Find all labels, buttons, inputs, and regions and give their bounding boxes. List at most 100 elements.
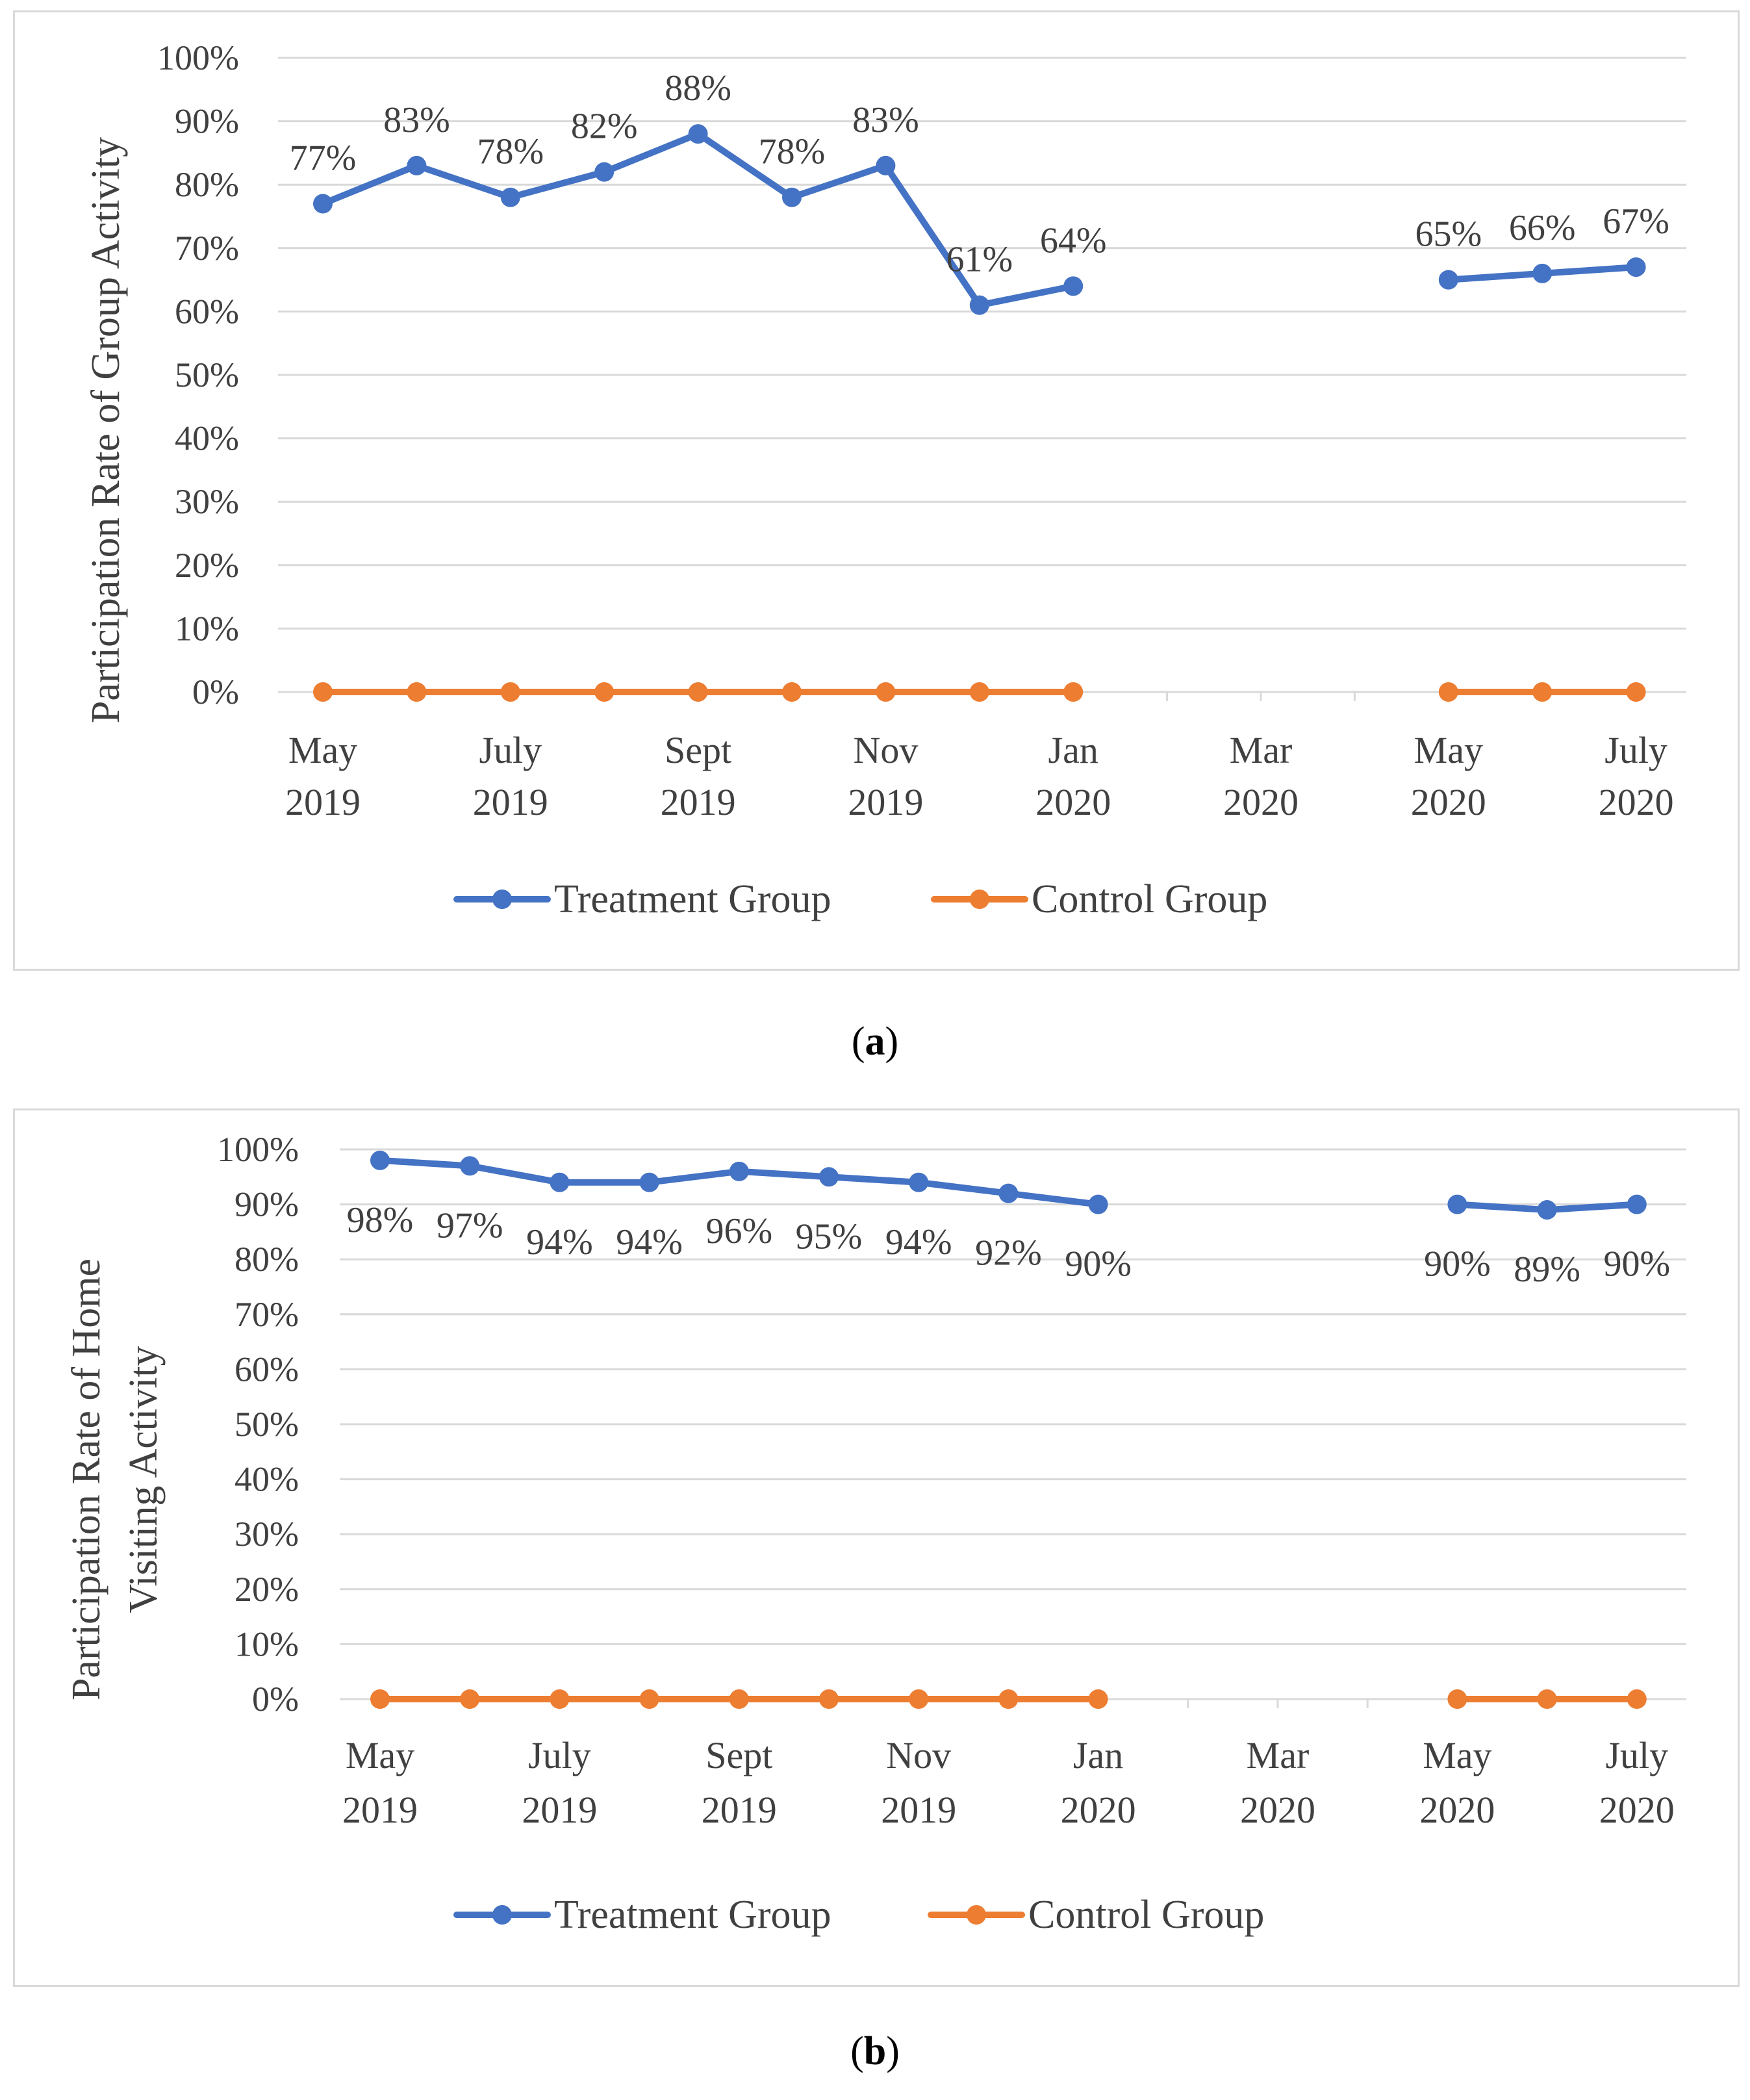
y-tick-label: 40%	[235, 1460, 299, 1499]
control-point	[688, 682, 708, 702]
control-point	[1537, 1689, 1557, 1709]
data-label: 92%	[975, 1233, 1042, 1274]
data-label: 94%	[885, 1222, 952, 1262]
x-tick-label: 2020	[1419, 1789, 1495, 1831]
y-axis-title: Visiting Activity	[121, 1346, 166, 1613]
x-tick-label: 2019	[522, 1789, 597, 1831]
treatment-point	[998, 1183, 1019, 1203]
data-label: 98%	[347, 1200, 414, 1240]
x-tick-label: May	[1423, 1734, 1491, 1776]
y-tick-label: 90%	[175, 102, 239, 141]
legend-control-label: Control Group	[1028, 1893, 1264, 1937]
chart-panel-b: 0% 10% 20% 30% 40% 50% 60% 70% 80% 90% 100% May 2019…	[13, 1108, 1740, 1987]
treatment-point	[1627, 1194, 1647, 1214]
treatment-point	[1537, 1200, 1557, 1220]
legend-swatch-marker	[967, 1905, 986, 1925]
control-point	[819, 1689, 839, 1709]
data-label: 65%	[1415, 214, 1482, 255]
control-point	[969, 682, 989, 702]
control-point	[1063, 682, 1084, 702]
y-tick-label: 60%	[235, 1350, 299, 1389]
data-label: 94%	[526, 1222, 593, 1262]
control-point	[500, 682, 520, 702]
x-tick-label: 2019	[342, 1789, 418, 1831]
treatment-point	[500, 187, 520, 207]
control-point	[1626, 682, 1646, 702]
treatment-point	[370, 1150, 390, 1170]
treatment-point	[594, 162, 615, 182]
x-tick-label: Mar	[1247, 1734, 1310, 1776]
treatment-point	[460, 1156, 480, 1176]
control-point	[1088, 1689, 1108, 1709]
data-label: 95%	[796, 1216, 863, 1257]
treatment-point	[688, 124, 708, 144]
legend-control-label: Control Group	[1032, 877, 1267, 921]
chart-panel-a: 0% 10% 20% 30% 40% 50% 60% 70% 80% 90% 100% May 2019…	[13, 10, 1740, 971]
x-tick-label: July	[1605, 1734, 1668, 1776]
x-tick-label: 2020	[1599, 1789, 1675, 1831]
control-point	[876, 682, 896, 702]
data-label: 96%	[705, 1211, 772, 1251]
x-tick-label: July	[528, 1734, 591, 1776]
x-tick-label: Nov	[886, 1734, 951, 1776]
data-label: 64%	[1040, 220, 1107, 261]
treatment-point	[1088, 1194, 1108, 1214]
data-label: 88%	[665, 68, 731, 109]
data-label: 66%	[1509, 208, 1576, 248]
control-point	[782, 682, 802, 702]
control-point	[1627, 1689, 1647, 1709]
y-tick-label: 0%	[192, 672, 239, 711]
control-point	[1532, 682, 1553, 702]
treatment-point	[1447, 1194, 1467, 1214]
y-tick-label: 20%	[235, 1570, 299, 1609]
treatment-point	[909, 1172, 929, 1192]
x-tick-label: 2020	[1035, 781, 1111, 823]
y-tick-label: 40%	[175, 419, 239, 458]
x-tick-label: Jan	[1048, 729, 1098, 771]
treatment-point	[639, 1172, 659, 1192]
data-label: 94%	[616, 1222, 683, 1262]
control-point	[313, 682, 333, 702]
chart-b-svg: 0% 10% 20% 30% 40% 50% 60% 70% 80% 90% 100% May 2019…	[64, 1130, 1686, 1937]
control-point	[729, 1689, 749, 1709]
control-point	[594, 682, 615, 702]
x-tick-label: 2019	[881, 1789, 956, 1831]
x-tick-label: 2020	[1240, 1789, 1315, 1831]
y-tick-label: 80%	[235, 1240, 299, 1279]
treatment-point	[1626, 257, 1646, 277]
y-tick-label: 100%	[217, 1130, 299, 1169]
x-tick-label: July	[479, 729, 542, 771]
legend-treatment-label: Treatment Group	[554, 1893, 831, 1937]
y-axis-title: Participation Rate of Group Activity	[84, 137, 128, 723]
treatment-point	[1438, 270, 1458, 290]
data-label: 83%	[383, 100, 450, 140]
legend-swatch-marker	[492, 890, 512, 909]
y-tick-label: 50%	[235, 1405, 299, 1444]
treatment-point	[819, 1167, 839, 1187]
y-tick-label: 80%	[175, 165, 239, 204]
treatment-point	[407, 155, 427, 175]
x-tick-label: 2020	[1411, 781, 1486, 823]
treatment-point	[550, 1172, 570, 1192]
x-tick-label: May	[288, 729, 357, 771]
y-tick-label: 0%	[252, 1680, 299, 1719]
y-tick-label: 70%	[175, 229, 239, 268]
y-tick-label: 20%	[175, 546, 239, 585]
x-tick-label: May	[346, 1734, 414, 1776]
y-tick-label: 30%	[175, 482, 239, 521]
x-tick-label: 2019	[702, 1789, 777, 1831]
x-tick-label: 2020	[1223, 781, 1299, 823]
control-point	[1447, 1689, 1467, 1709]
treatment-point	[969, 295, 989, 315]
y-axis-title: Participation Rate of Home	[64, 1259, 108, 1700]
y-tick-label: 50%	[175, 355, 239, 394]
x-tick-label: 2020	[1599, 781, 1674, 823]
treatment-point	[313, 194, 333, 214]
treatment-point	[1063, 276, 1084, 296]
data-label: 90%	[1424, 1244, 1491, 1285]
control-point	[639, 1689, 659, 1709]
data-label: 61%	[946, 240, 1013, 280]
data-label: 82%	[571, 107, 638, 147]
legend-swatch-marker	[492, 1905, 512, 1925]
control-point	[370, 1689, 390, 1709]
